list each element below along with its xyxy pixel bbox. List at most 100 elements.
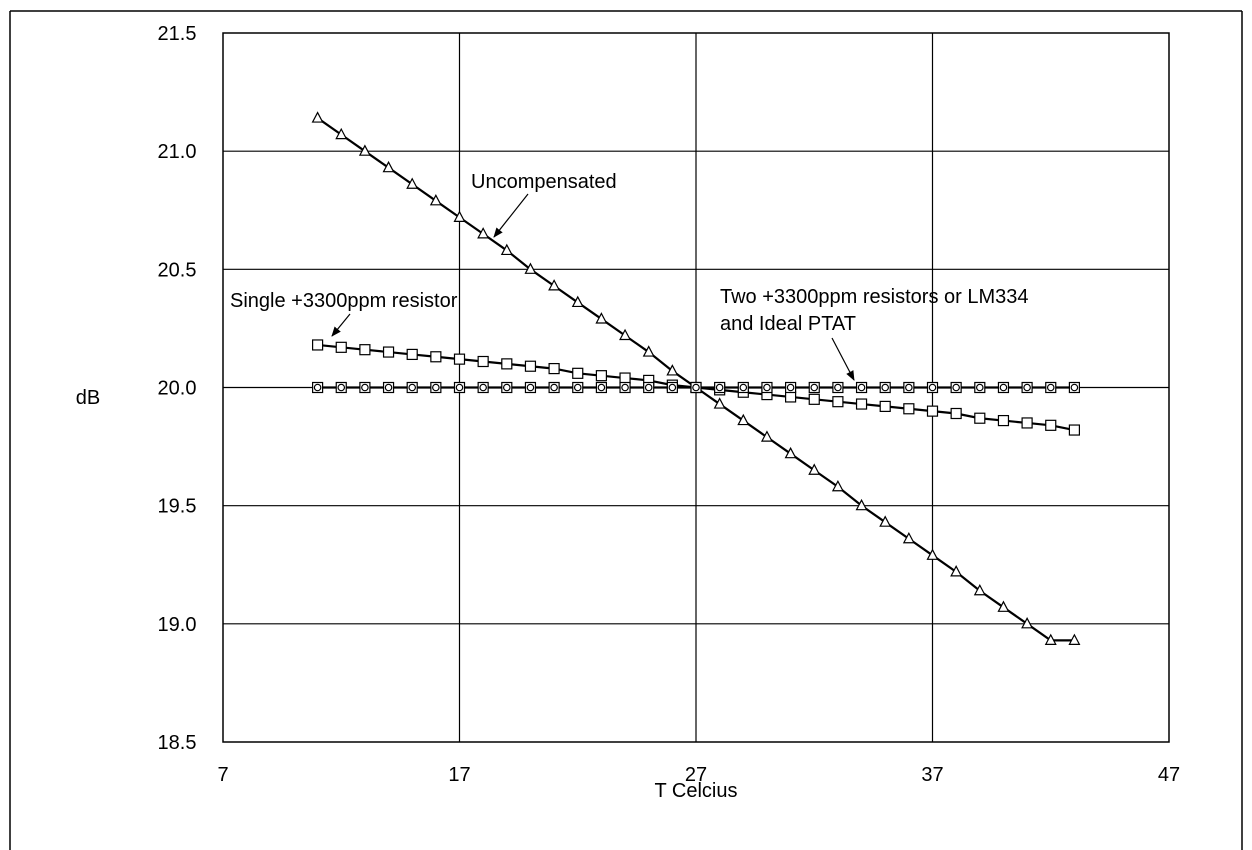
data-point-circle-square bbox=[832, 381, 844, 394]
data-point-circle-square bbox=[737, 381, 749, 394]
data-point-triangle bbox=[477, 227, 490, 239]
x-axis-label: T Celcius bbox=[655, 780, 738, 802]
data-point-square bbox=[382, 346, 395, 358]
data-point-circle-square bbox=[997, 381, 1010, 394]
x-tick-label: 7 bbox=[217, 764, 228, 786]
data-point-triangle bbox=[879, 515, 892, 527]
data-point-circle-square bbox=[974, 381, 986, 394]
arrow-two-resistors bbox=[831, 337, 855, 381]
data-point-triangle bbox=[855, 498, 868, 511]
series-markers bbox=[311, 111, 1081, 645]
data-point-triangle bbox=[902, 531, 915, 544]
data-point-circle-square bbox=[855, 381, 868, 394]
y-tick-label: 19.5 bbox=[158, 496, 197, 518]
data-point-triangle bbox=[808, 463, 821, 475]
data-point-circle-square bbox=[430, 381, 442, 394]
data-point-square bbox=[406, 348, 418, 361]
data-point-square bbox=[453, 353, 466, 365]
data-point-triangle bbox=[831, 479, 844, 492]
data-point-triangle bbox=[524, 262, 537, 274]
data-point-square bbox=[359, 344, 371, 356]
data-point-square bbox=[548, 362, 560, 375]
data-point-square bbox=[974, 412, 986, 424]
data-point-circle-square bbox=[501, 381, 513, 394]
data-point-circle-square bbox=[666, 381, 678, 394]
data-point-circle-square bbox=[808, 381, 820, 394]
data-point-square bbox=[855, 398, 868, 410]
x-tick-label: 47 bbox=[1158, 764, 1180, 786]
data-point-circle-square bbox=[619, 381, 631, 394]
data-point-triangle bbox=[666, 364, 679, 376]
annotation-two-resistors-line2: and Ideal PTAT bbox=[720, 313, 856, 335]
data-point-triangle bbox=[784, 446, 797, 459]
data-point-triangle bbox=[997, 600, 1010, 612]
arrow-single-resistor bbox=[331, 313, 351, 337]
data-point-triangle bbox=[760, 430, 773, 442]
data-point-circle-square bbox=[643, 381, 655, 394]
data-point-circle-square bbox=[1068, 381, 1081, 394]
data-point-square bbox=[926, 405, 939, 417]
data-point-square bbox=[335, 341, 347, 353]
data-point-circle-square bbox=[1045, 381, 1057, 394]
arrow-uncompensated bbox=[493, 193, 529, 238]
data-point-circle-square bbox=[690, 381, 702, 394]
y-tick-label: 21.0 bbox=[158, 141, 197, 163]
data-point-square bbox=[524, 360, 537, 372]
annotation-single-resistor: Single +3300ppm resistor bbox=[230, 290, 458, 312]
data-point-triangle bbox=[406, 177, 419, 189]
data-point-square bbox=[572, 367, 584, 379]
data-point-circle-square bbox=[477, 381, 489, 394]
annotation-two-resistors-line1: Two +3300ppm resistors or LM334 bbox=[720, 286, 1029, 308]
y-tick-labels: 18.5 19.0 19.5 20.0 20.5 21.0 21.5 bbox=[158, 23, 197, 754]
data-point-triangle bbox=[382, 160, 395, 173]
data-point-square bbox=[477, 355, 489, 368]
data-point-triangle bbox=[737, 413, 750, 426]
x-tick-labels: 7 17 27 37 47 bbox=[217, 764, 1180, 786]
data-point-square bbox=[1045, 419, 1057, 431]
data-point-square bbox=[595, 370, 608, 382]
data-point-square bbox=[1068, 424, 1081, 436]
data-point-circle-square bbox=[382, 381, 395, 394]
data-point-triangle bbox=[713, 397, 726, 409]
data-point-circle-square bbox=[312, 381, 324, 394]
data-point-circle-square bbox=[761, 381, 773, 394]
data-point-square bbox=[501, 358, 513, 370]
data-point-triangle bbox=[973, 583, 986, 596]
data-point-triangle bbox=[500, 243, 513, 256]
data-point-circle-square bbox=[524, 381, 537, 394]
data-point-circle-square bbox=[1021, 381, 1033, 394]
data-point-square bbox=[832, 396, 844, 408]
data-point-triangle bbox=[642, 345, 655, 357]
y-tick-label: 21.5 bbox=[158, 23, 197, 45]
data-point-circle-square bbox=[950, 381, 962, 394]
data-point-circle-square bbox=[903, 381, 915, 394]
data-point-square bbox=[950, 407, 962, 420]
data-point-triangle bbox=[571, 295, 584, 308]
data-point-triangle bbox=[950, 565, 963, 577]
data-point-square bbox=[903, 403, 915, 415]
data-point-triangle bbox=[453, 210, 466, 222]
data-point-triangle bbox=[1044, 633, 1057, 645]
data-point-circle-square bbox=[714, 381, 726, 394]
data-point-square bbox=[430, 351, 442, 363]
data-point-triangle bbox=[548, 279, 561, 291]
y-tick-label: 18.5 bbox=[158, 732, 197, 754]
data-point-triangle bbox=[311, 111, 324, 123]
data-point-circle-square bbox=[926, 381, 939, 394]
data-point-triangle bbox=[926, 548, 939, 560]
data-point-circle-square bbox=[406, 381, 418, 394]
data-point-circle-square bbox=[548, 381, 560, 394]
data-point-triangle bbox=[335, 127, 348, 140]
x-tick-label: 37 bbox=[921, 764, 943, 786]
data-point-triangle bbox=[595, 312, 608, 324]
data-point-triangle bbox=[1021, 617, 1034, 629]
data-point-circle-square bbox=[784, 381, 797, 394]
y-tick-label: 20.5 bbox=[158, 259, 197, 281]
data-point-triangle bbox=[619, 328, 632, 341]
annotation-uncompensated: Uncompensated bbox=[471, 171, 617, 193]
y-tick-label: 19.0 bbox=[158, 614, 197, 636]
data-point-circle-square bbox=[359, 381, 371, 394]
data-point-circle-square bbox=[572, 381, 584, 394]
data-point-square bbox=[312, 339, 324, 351]
